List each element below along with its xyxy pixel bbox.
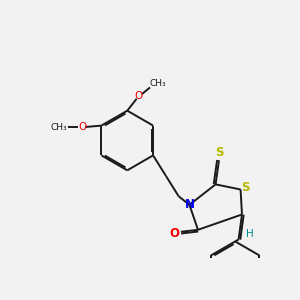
- Text: N: N: [184, 198, 194, 211]
- Text: CH₃: CH₃: [51, 122, 67, 131]
- Text: S: S: [215, 146, 224, 159]
- Text: O: O: [135, 92, 143, 101]
- Text: S: S: [242, 181, 250, 194]
- Text: O: O: [169, 227, 179, 240]
- Text: CH₃: CH₃: [149, 80, 166, 88]
- Text: H: H: [246, 229, 254, 239]
- Text: O: O: [78, 122, 87, 132]
